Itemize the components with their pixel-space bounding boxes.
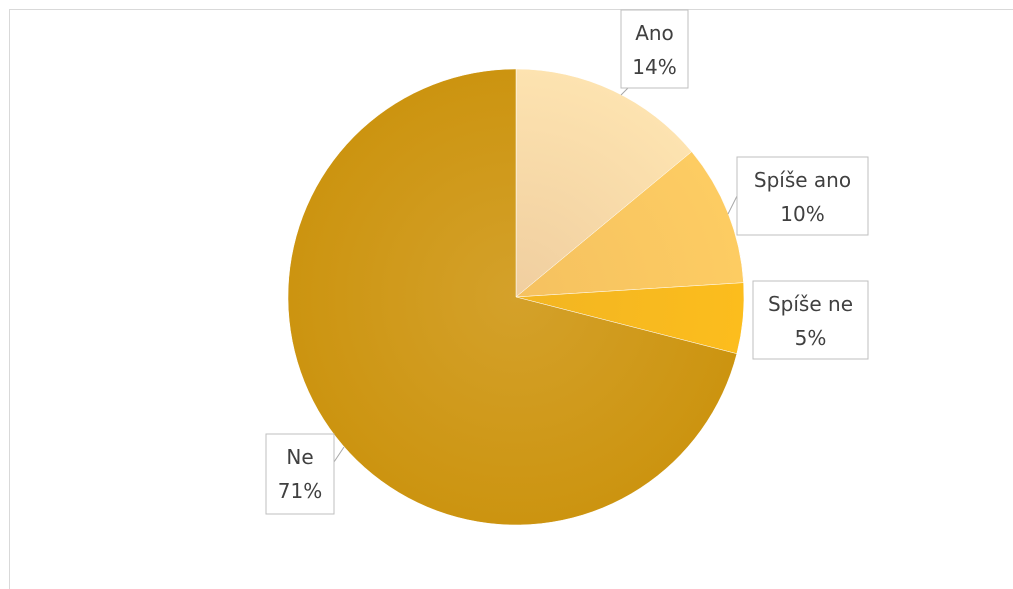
leader-line [333, 446, 345, 463]
pie-slice-ne [287, 68, 738, 526]
data-label-3: Ne 71% [265, 433, 335, 515]
slice-percent-label: 5% [795, 326, 827, 350]
data-label-2: Spíše ne 5% [752, 280, 869, 360]
slice-category-label: Spíše ne [768, 292, 853, 316]
data-label-1: Spíše ano 10% [736, 156, 869, 236]
leader-line [620, 87, 629, 96]
data-label-box [752, 280, 869, 360]
slice-percent-label: 71% [278, 479, 322, 503]
chart-frame [9, 9, 1013, 589]
slice-category-label: Spíše ano [754, 168, 851, 192]
data-label-box [620, 9, 689, 89]
slice-percent-label: 10% [780, 202, 824, 226]
data-label-box [265, 433, 335, 515]
leader-line [727, 195, 738, 215]
slice-percent-label: 14% [632, 55, 676, 79]
data-label-0: Ano 14% [620, 9, 689, 89]
slice-category-label: Ne [286, 445, 313, 469]
pie-slice-ano [515, 68, 693, 298]
data-label-box [736, 156, 869, 236]
slice-category-label: Ano [635, 21, 674, 45]
